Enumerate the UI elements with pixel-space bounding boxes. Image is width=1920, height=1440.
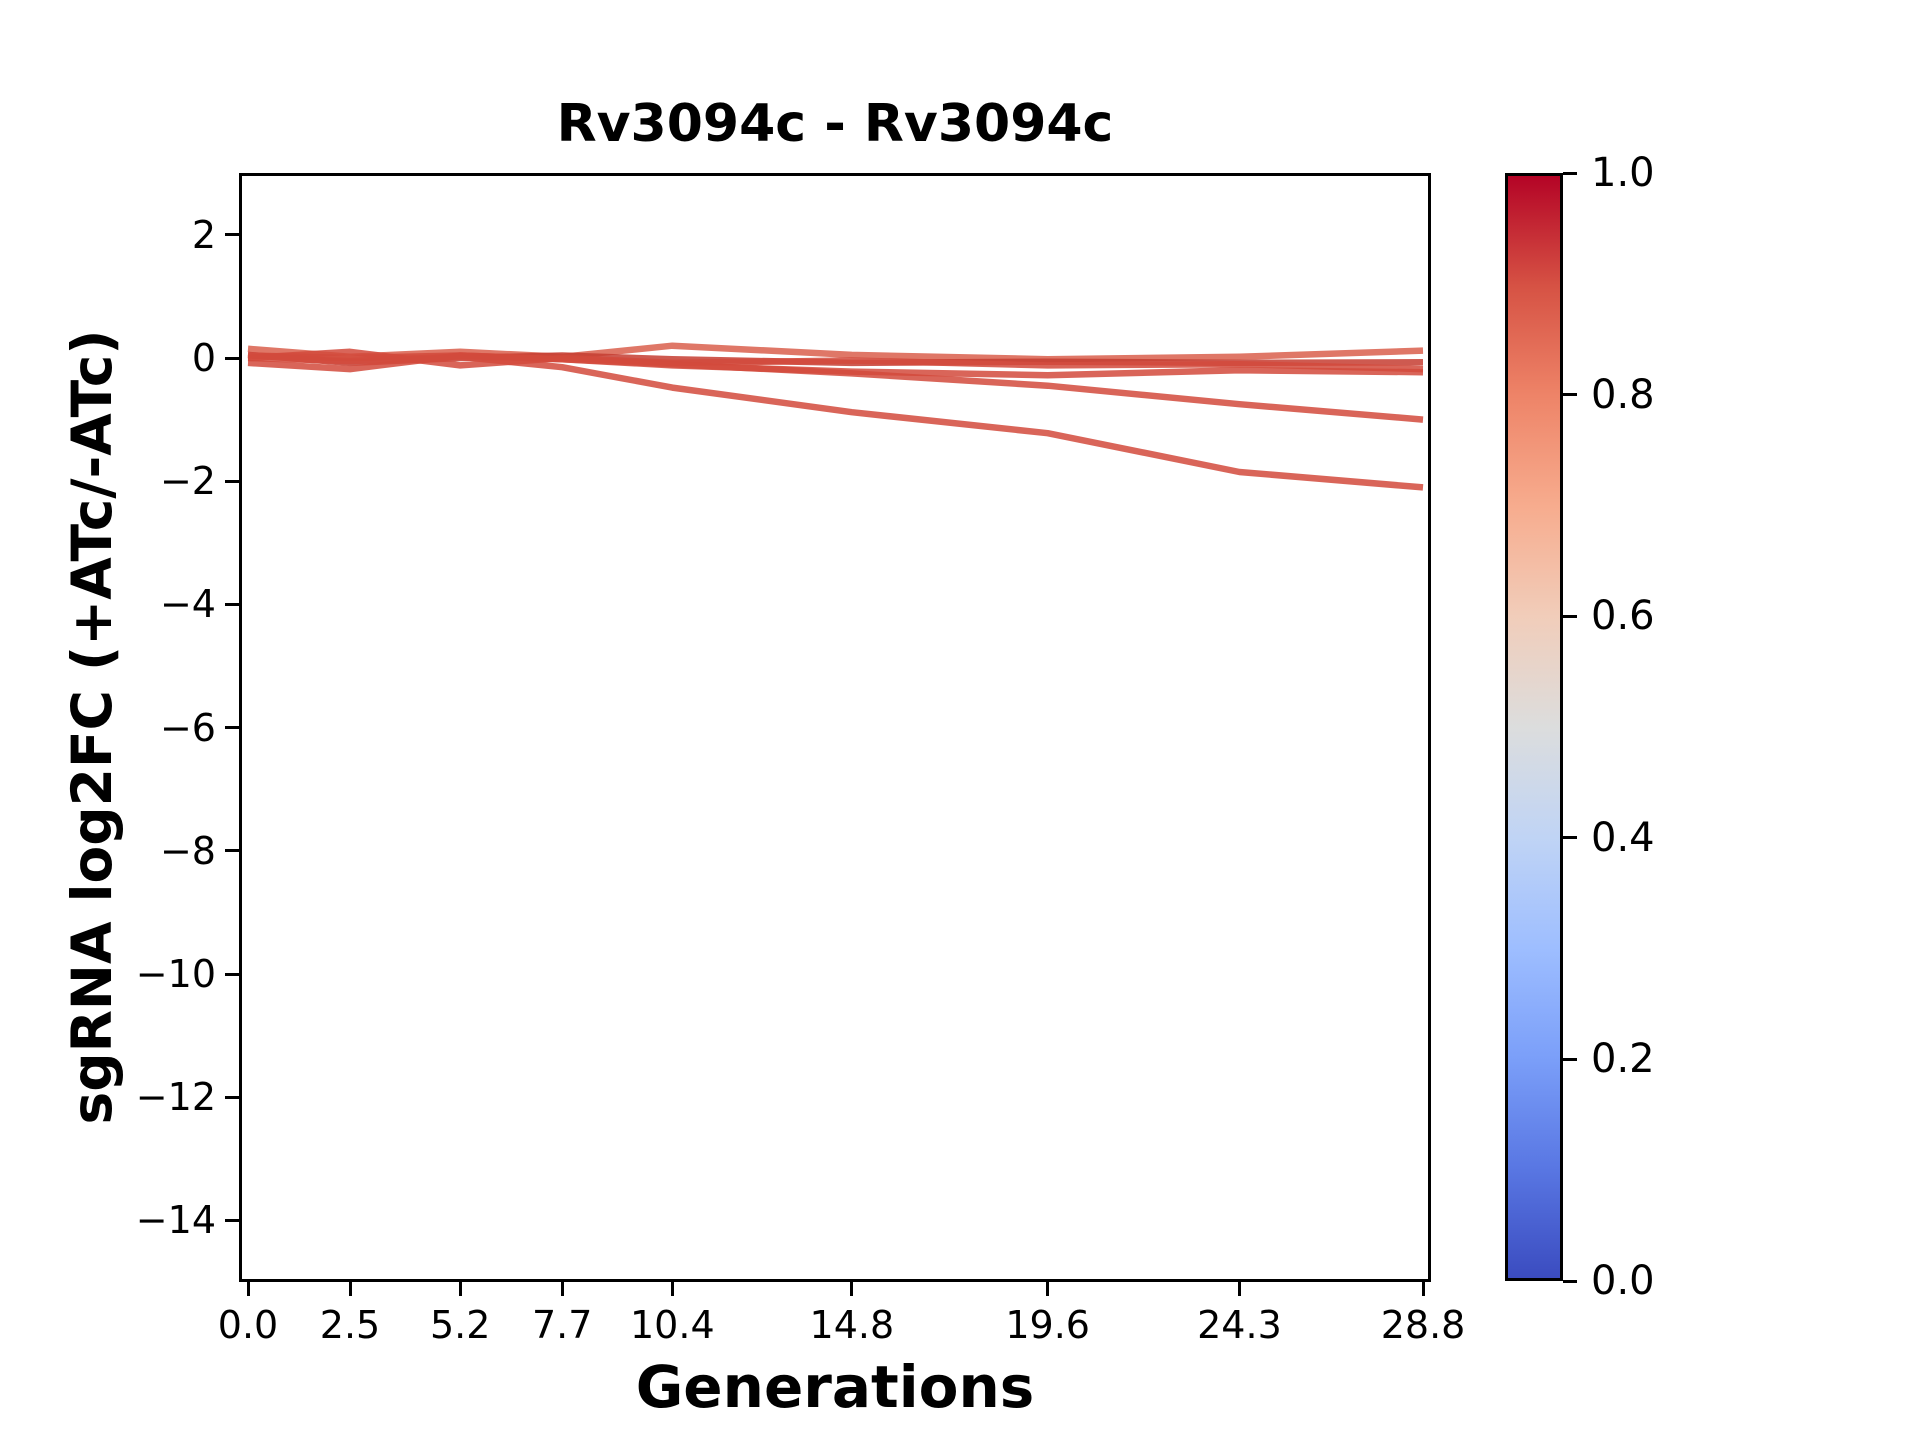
plot-lines-svg	[247, 342, 1424, 491]
x-tick	[560, 1282, 564, 1296]
x-tick	[458, 1282, 462, 1296]
x-tick-label: 28.8	[1380, 1303, 1466, 1347]
x-tick	[348, 1282, 352, 1296]
chart-title: Rv3094c - Rv3094c	[556, 94, 1114, 154]
colorbar-tick-label: 0.4	[1591, 814, 1655, 861]
y-tick	[225, 479, 239, 483]
colorbar-tick-label: 0.2	[1591, 1036, 1655, 1083]
y-tick-label: −2	[159, 459, 216, 504]
colorbar-tick-label: 0.6	[1591, 593, 1655, 640]
y-tick	[225, 233, 239, 237]
x-tick-label: 0.0	[217, 1303, 279, 1347]
y-tick	[225, 972, 239, 976]
x-tick	[1046, 1282, 1050, 1296]
x-tick-label: 2.5	[319, 1303, 381, 1347]
colorbar-gradient	[1505, 173, 1563, 1281]
y-tick-label: −4	[159, 582, 216, 627]
y-axis-label: sgRNA log2FC (+ATc/-ATc)	[60, 329, 124, 1125]
x-tick	[850, 1282, 854, 1296]
colorbar-tick	[1563, 836, 1577, 840]
y-tick	[225, 1095, 239, 1099]
y-tick-label: −6	[159, 705, 216, 750]
x-tick	[670, 1282, 674, 1296]
colorbar-tick	[1563, 614, 1577, 618]
colorbar-tick-label: 1.0	[1591, 150, 1655, 196]
y-tick-label: −8	[159, 828, 216, 873]
colorbar-tick-label: 0.0	[1591, 1258, 1655, 1304]
y-tick-label: −12	[135, 1075, 216, 1120]
y-tick	[225, 1218, 239, 1222]
y-tick	[225, 726, 239, 730]
colorbar-tick	[1563, 171, 1577, 175]
x-tick-label: 5.2	[429, 1303, 491, 1347]
colorbar-tick-label: 0.8	[1591, 371, 1655, 418]
x-axis-label: Generations	[635, 1353, 1035, 1421]
y-tick	[225, 849, 239, 853]
series-line-sgRNA-6	[247, 353, 1424, 491]
x-tick-label: 7.7	[531, 1303, 593, 1347]
x-tick-label: 19.6	[1005, 1303, 1090, 1347]
colorbar-tick	[1563, 1279, 1577, 1283]
y-tick	[225, 602, 239, 606]
x-tick-label: 14.8	[809, 1303, 895, 1347]
x-tick	[246, 1282, 250, 1296]
x-tick-label: 24.3	[1197, 1303, 1282, 1347]
y-tick-label: −14	[135, 1198, 216, 1243]
x-tick-label: 10.4	[630, 1303, 715, 1347]
y-tick-label: −10	[135, 952, 216, 996]
x-tick	[1421, 1282, 1425, 1296]
x-tick	[1237, 1282, 1241, 1296]
y-tick	[225, 356, 239, 360]
colorbar-tick	[1563, 1057, 1577, 1061]
colorbar-tick	[1563, 393, 1577, 397]
y-tick-label: 0	[191, 336, 216, 380]
y-tick-label: 2	[191, 212, 216, 257]
